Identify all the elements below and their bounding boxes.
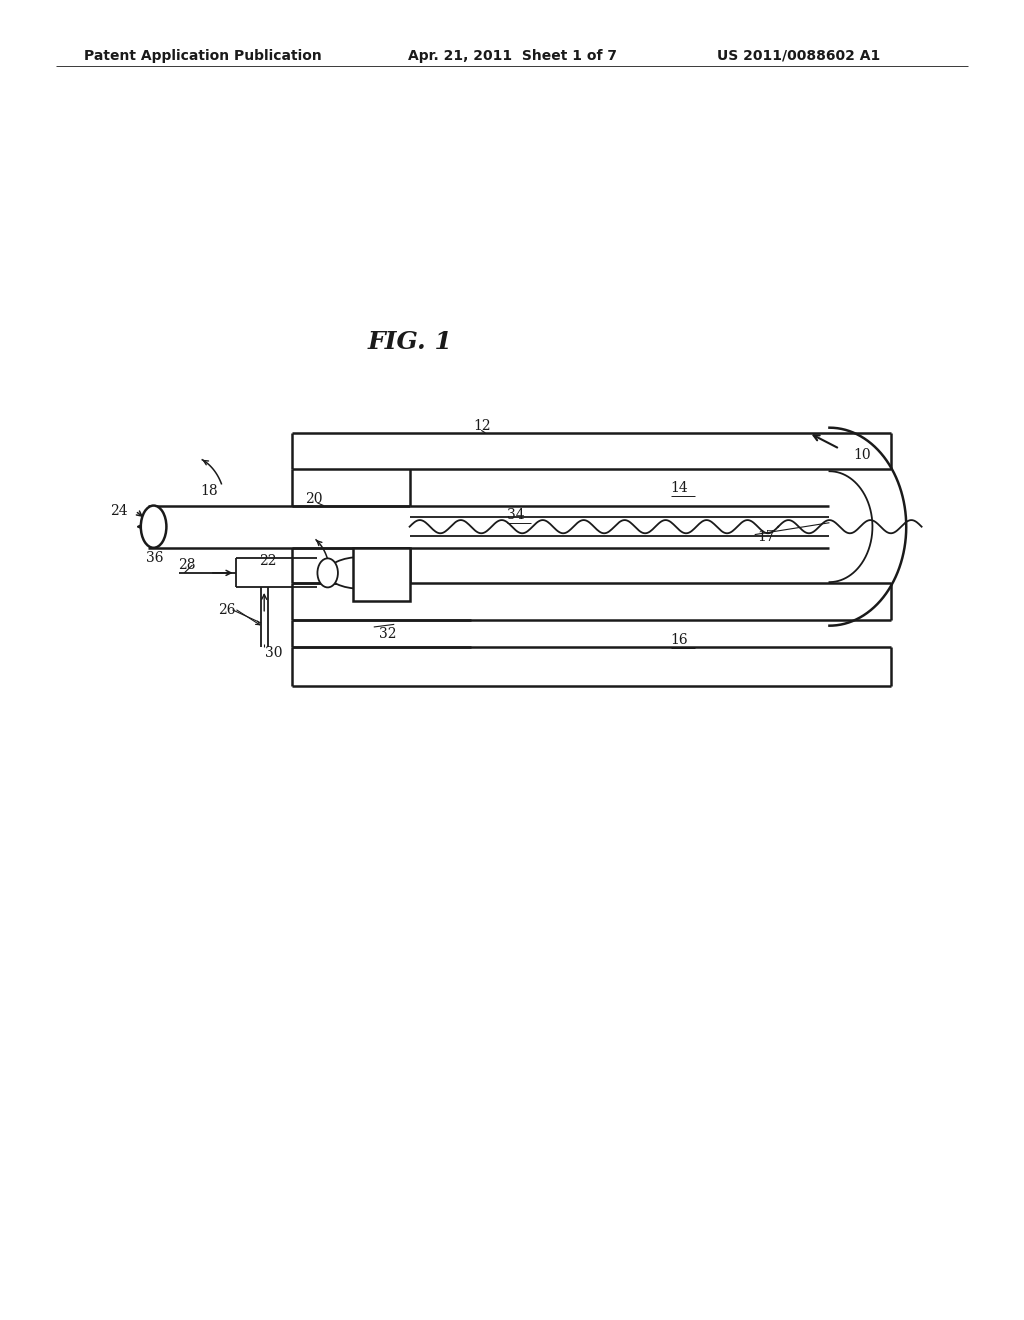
Text: FIG. 1: FIG. 1 [368,330,452,354]
Text: 30: 30 [265,647,283,660]
Text: Patent Application Publication: Patent Application Publication [84,49,322,63]
Text: 17: 17 [758,531,775,544]
Text: 16: 16 [671,634,688,647]
Text: 20: 20 [305,492,323,506]
Text: 12: 12 [473,420,490,433]
Text: 14: 14 [671,482,688,495]
Text: 24: 24 [110,504,127,517]
Text: 36: 36 [146,552,164,565]
Text: 18: 18 [201,484,218,498]
Text: 26: 26 [218,603,236,616]
Ellipse shape [317,558,338,587]
Text: US 2011/0088602 A1: US 2011/0088602 A1 [717,49,880,63]
Text: 28: 28 [178,558,196,572]
Text: 32: 32 [379,627,396,640]
Text: 34: 34 [507,508,524,521]
Text: Apr. 21, 2011  Sheet 1 of 7: Apr. 21, 2011 Sheet 1 of 7 [408,49,616,63]
Bar [353,548,410,601]
Ellipse shape [328,557,393,589]
Ellipse shape [140,506,166,548]
Text: 22: 22 [259,554,276,568]
Text: 10: 10 [853,449,870,462]
